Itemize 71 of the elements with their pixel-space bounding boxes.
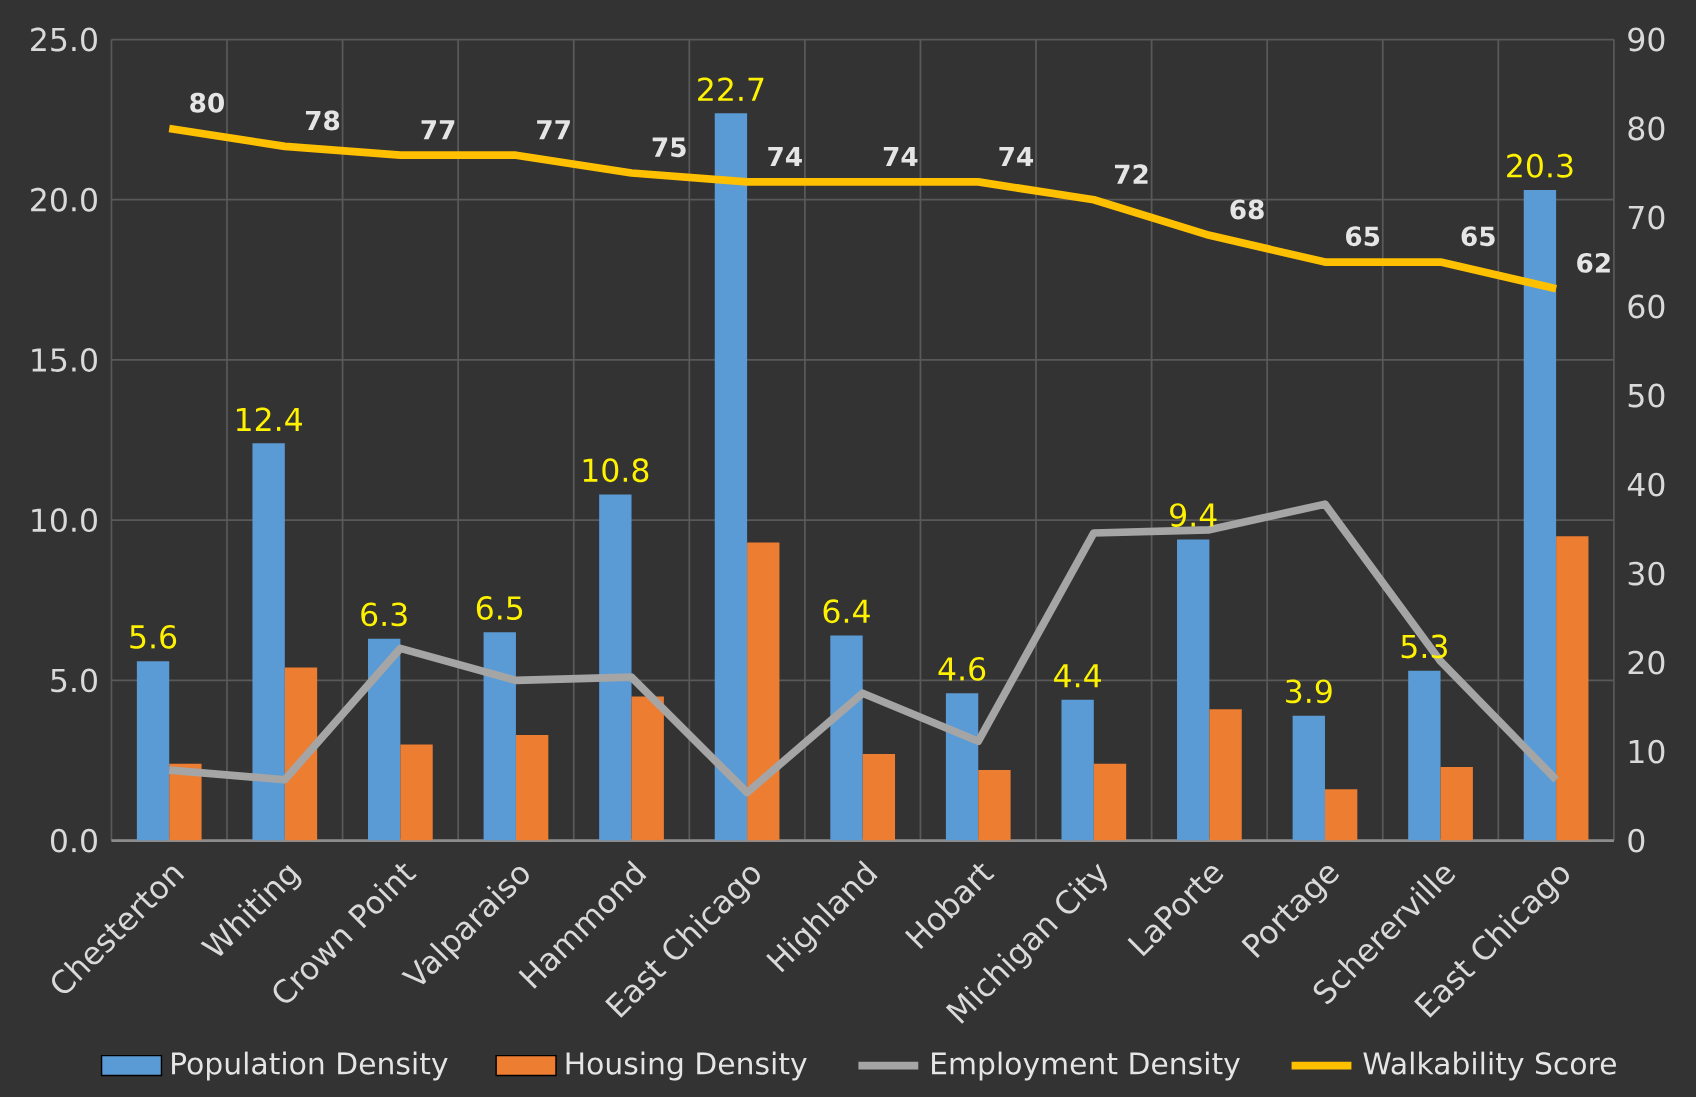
- bar: [136, 661, 170, 841]
- y2-tick-label: 0: [1628, 828, 1645, 853]
- y-tick-label: 25.0: [31, 27, 97, 52]
- bar: [830, 635, 863, 841]
- y2-tick-label: 40: [1627, 472, 1665, 497]
- bar: [1292, 715, 1325, 841]
- bar: [714, 113, 748, 841]
- data-label: 77: [537, 120, 570, 140]
- data-label: 12.4: [236, 407, 302, 431]
- data-label: 68: [1230, 199, 1264, 220]
- data-label: 6.5: [476, 596, 523, 620]
- y2-tick-label: 70: [1628, 205, 1665, 230]
- bar: [1556, 536, 1589, 841]
- data-label: 74: [768, 146, 802, 167]
- data-label: 72: [1114, 164, 1148, 184]
- y2-tick-label: 20: [1628, 650, 1665, 675]
- data-label: 65: [1346, 226, 1380, 247]
- bar: [978, 770, 1011, 841]
- bar: [599, 494, 632, 841]
- bar: [515, 734, 549, 841]
- legend-label: Walkability Score: [1363, 1051, 1616, 1081]
- legend-label: Population Density: [172, 1051, 448, 1081]
- y-tick-label: 0.0: [50, 828, 97, 853]
- y-tick-label: 15.0: [32, 348, 97, 372]
- y2-tick-label: 90: [1628, 27, 1665, 52]
- y2-tick-label: 10: [1629, 739, 1665, 764]
- legend-label: Housing Density: [566, 1051, 807, 1081]
- data-label: 9.4: [1170, 503, 1217, 528]
- data-label: 4.6: [938, 656, 986, 681]
- bar: [1324, 789, 1358, 841]
- data-label: 75: [652, 137, 686, 158]
- bar: [169, 763, 202, 841]
- data-label: 74: [883, 146, 918, 167]
- bar: [368, 638, 401, 841]
- bar: [1093, 763, 1127, 841]
- bar: [284, 667, 318, 841]
- data-label: 77: [421, 120, 455, 140]
- data-label: 6.3: [361, 602, 407, 627]
- bar: [747, 542, 780, 841]
- bar: [400, 744, 433, 841]
- data-label: 74: [999, 146, 1034, 167]
- y-tick-label: 5.0: [51, 668, 97, 693]
- y2-tick-label: 60: [1628, 294, 1665, 319]
- bar: [631, 696, 664, 841]
- bar: [1408, 670, 1441, 841]
- bar: [945, 693, 979, 841]
- bar: [1209, 709, 1242, 841]
- data-label: 62: [1577, 252, 1610, 273]
- bar: [1177, 539, 1210, 841]
- bar: [252, 443, 285, 841]
- y2-tick-label: 80: [1628, 116, 1665, 141]
- data-label: 5.6: [130, 624, 177, 649]
- data-label: 10.8: [583, 458, 649, 483]
- data-label: 4.4: [1054, 664, 1101, 688]
- bar: [1061, 699, 1094, 841]
- data-label: 6.4: [823, 599, 870, 624]
- data-label: 20.3: [1507, 153, 1573, 178]
- data-label: 80: [190, 92, 224, 113]
- data-label: 78: [305, 110, 340, 131]
- bar: [1440, 766, 1473, 841]
- y2-tick-label: 50: [1628, 383, 1665, 408]
- data-label: 65: [1461, 226, 1495, 247]
- bar: [1523, 190, 1557, 841]
- data-label: 3.9: [1286, 679, 1332, 704]
- y-tick-label: 10.0: [32, 508, 97, 533]
- y2-tick-label: 30: [1628, 561, 1665, 586]
- bar: [862, 754, 896, 841]
- y-tick-label: 20.0: [31, 187, 97, 212]
- bar: [483, 632, 516, 841]
- data-label: 22.7: [698, 77, 764, 101]
- legend-label: Employment Density: [932, 1051, 1240, 1081]
